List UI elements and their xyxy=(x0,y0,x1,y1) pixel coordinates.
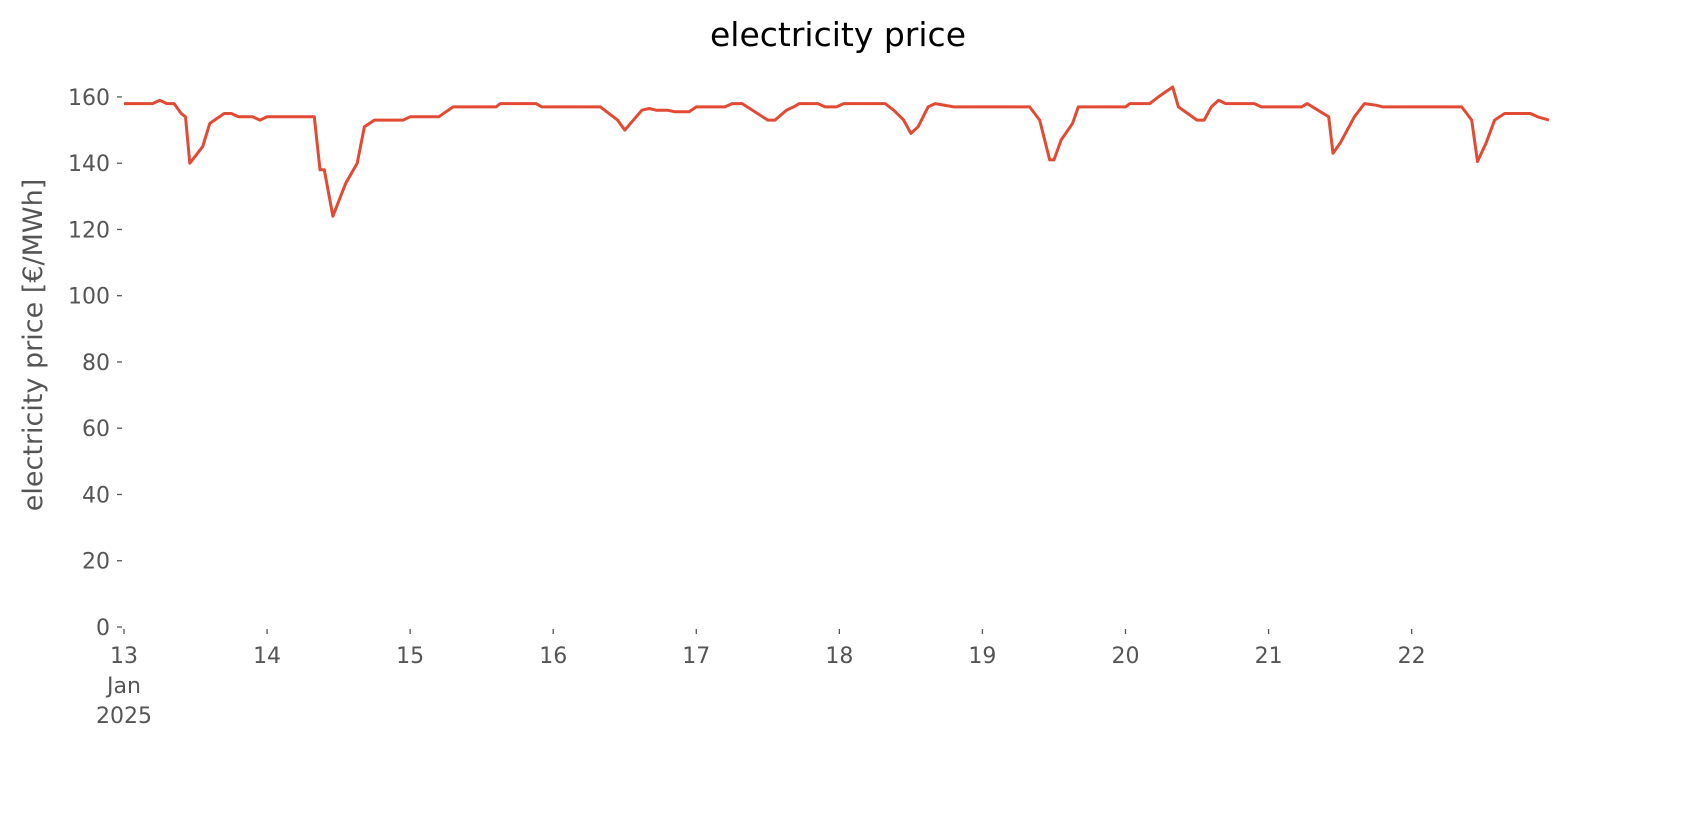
y-tick-label: 40 xyxy=(82,483,110,508)
x-tick-label: 13 Jan 2025 xyxy=(96,644,152,729)
x-tick-label: 18 xyxy=(825,644,853,669)
y-tick-label: 0 xyxy=(96,616,110,641)
line-series xyxy=(124,85,1550,218)
y-axis-label: electricity price [€/MWh] xyxy=(18,179,49,511)
x-tick-label: 15 xyxy=(396,644,424,669)
x-tick-label: 17 xyxy=(682,644,710,669)
x-tick-label: 19 xyxy=(968,644,996,669)
y-tick-label: 140 xyxy=(68,152,110,177)
y-tick-label: 120 xyxy=(68,218,110,243)
chart-title: electricity price xyxy=(710,15,966,54)
y-tick-label: 20 xyxy=(82,550,110,575)
y-tick-label: 80 xyxy=(82,351,110,376)
y-tick-label: 60 xyxy=(82,417,110,442)
y-tick-label: 160 xyxy=(68,86,110,111)
y-tick-label: 100 xyxy=(68,285,110,310)
x-tick-label: 14 xyxy=(253,644,281,669)
x-tick-label: 20 xyxy=(1112,644,1140,669)
x-tick-label: 16 xyxy=(539,644,567,669)
x-tick-label: 22 xyxy=(1398,644,1426,669)
x-tick-label: 21 xyxy=(1255,644,1283,669)
